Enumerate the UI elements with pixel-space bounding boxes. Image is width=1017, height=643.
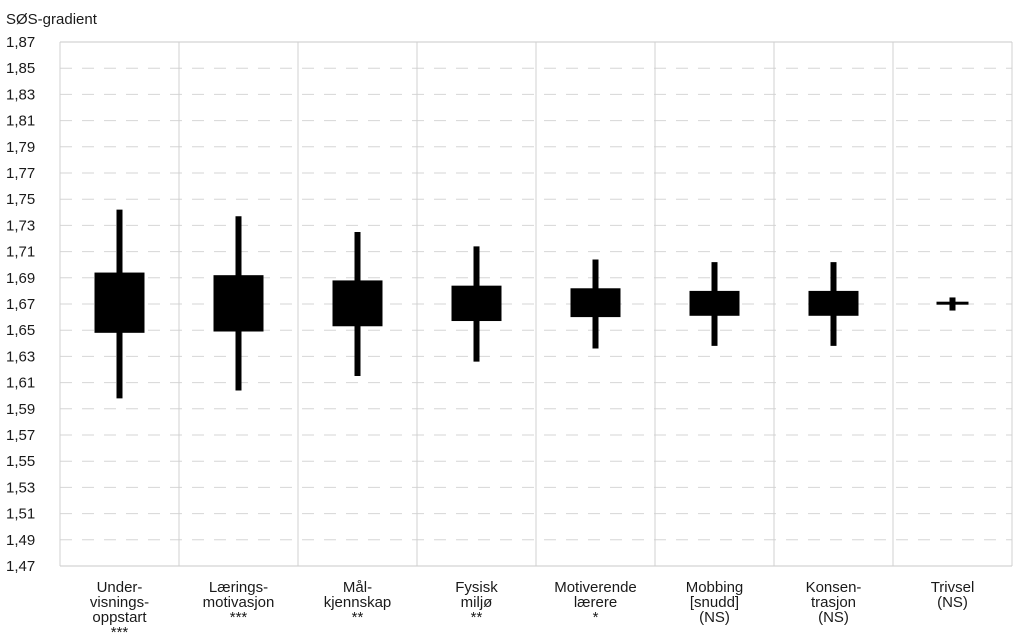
candle-box [571,288,621,317]
candle [452,246,502,361]
category-label: Under-visnings-oppstart*** [90,579,149,641]
y-tick-label: 1,67 [6,296,35,313]
category-label-line: ** [352,609,364,626]
candle-box [95,273,145,333]
category-label-line: (NS) [699,609,730,626]
y-tick-label: 1,51 [6,506,35,523]
category-label: Konsen-trasjon(NS) [806,579,862,626]
candle [809,262,859,346]
y-tick-label: 1,65 [6,322,35,339]
y-tick-label: 1,49 [6,532,35,549]
category-label: Mobbing[snudd](NS) [686,579,744,626]
y-tick-label: 1,87 [6,34,35,51]
category-label-line: (NS) [818,609,849,626]
y-tick-label: 1,47 [6,558,35,575]
grid [60,42,1012,566]
category-labels: Under-visnings-oppstart*** Lærings-motiva… [90,579,974,641]
category-label-line: *** [230,609,248,626]
candle-box [809,291,859,316]
y-tick-label: 1,79 [6,139,35,156]
y-tick-label: 1,59 [6,401,35,418]
y-tick-label: 1,61 [6,375,35,392]
y-tick-label: 1,81 [6,113,35,130]
y-tick-label: 1,77 [6,165,35,182]
candle-box [333,280,383,326]
y-tick-label: 1,53 [6,479,35,496]
y-tick-label: 1,69 [6,270,35,287]
y-tick-label: 1,57 [6,427,35,444]
category-label-line: (NS) [937,594,968,611]
candle [937,297,969,310]
y-tick-label: 1,55 [6,453,35,470]
y-tick-labels: 1,87 1,85 1,83 1,81 1,79 1,77 1,75 1,73 1,71 1,69… [6,34,35,575]
category-label: Trivsel(NS) [931,579,975,611]
y-tick-label: 1,73 [6,217,35,234]
candle [690,262,740,346]
category-label: Lærings-motivasjon*** [203,579,275,626]
category-label-line: ** [471,609,483,626]
y-tick-label: 1,63 [6,348,35,365]
category-label: Mål-kjennskap** [324,579,392,626]
y-tick-label: 1,75 [6,191,35,208]
candle [95,210,145,399]
candle [571,259,621,348]
candle-box [690,291,740,316]
candle [333,232,383,376]
category-label-line: * [593,609,599,626]
candle [214,216,264,390]
y-tick-label: 1,83 [6,86,35,103]
candle-box [937,302,969,305]
category-label: Motiverendelærere* [554,579,637,626]
candle-box [214,275,264,331]
candle-box [452,286,502,321]
category-label-line: *** [111,624,129,641]
category-label: Fysiskmiljø** [455,579,498,626]
y-axis-label: SØS-gradient [6,11,98,28]
y-tick-label: 1,85 [6,60,35,77]
y-tick-label: 1,71 [6,244,35,261]
